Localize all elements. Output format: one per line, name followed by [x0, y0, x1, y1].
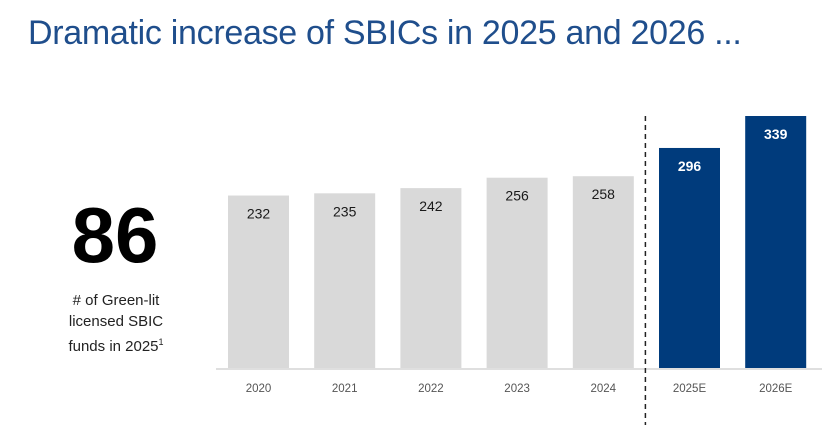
x-tick-2020: 2020: [246, 383, 272, 395]
data-label-2024: 258: [592, 186, 616, 202]
x-tick-2022: 2022: [418, 383, 444, 395]
data-label-2022: 242: [419, 198, 443, 214]
bar-2023: [486, 177, 548, 368]
bar-2022: [400, 188, 462, 368]
x-tick-2025E: 2025E: [673, 383, 707, 395]
bar-2020: [228, 195, 289, 368]
bar-2024: [572, 176, 634, 368]
bar-2026E: [745, 116, 807, 368]
data-label-2020: 232: [247, 206, 271, 222]
highlight-caption: # of Green-lit licensed SBIC funds in 20…: [52, 290, 180, 357]
data-label-2026E: 339: [764, 126, 788, 142]
highlight-value: 86: [71, 191, 159, 279]
x-tick-2023: 2023: [504, 383, 530, 395]
data-label-2023: 256: [505, 188, 529, 204]
page-title: Dramatic increase of SBICs in 2025 and 2…: [28, 14, 742, 52]
data-label-2021: 235: [333, 203, 357, 219]
x-tick-2024: 2024: [591, 383, 617, 395]
footnote-marker: 1: [158, 337, 164, 347]
bar-2025E: [659, 147, 720, 368]
x-tick-2026E: 2026E: [759, 383, 793, 395]
bar-2021: [314, 193, 376, 368]
x-tick-2021: 2021: [332, 383, 358, 395]
data-label-2025E: 296: [678, 158, 702, 174]
highlight-caption-text: # of Green-lit licensed SBIC funds in 20…: [68, 292, 164, 355]
